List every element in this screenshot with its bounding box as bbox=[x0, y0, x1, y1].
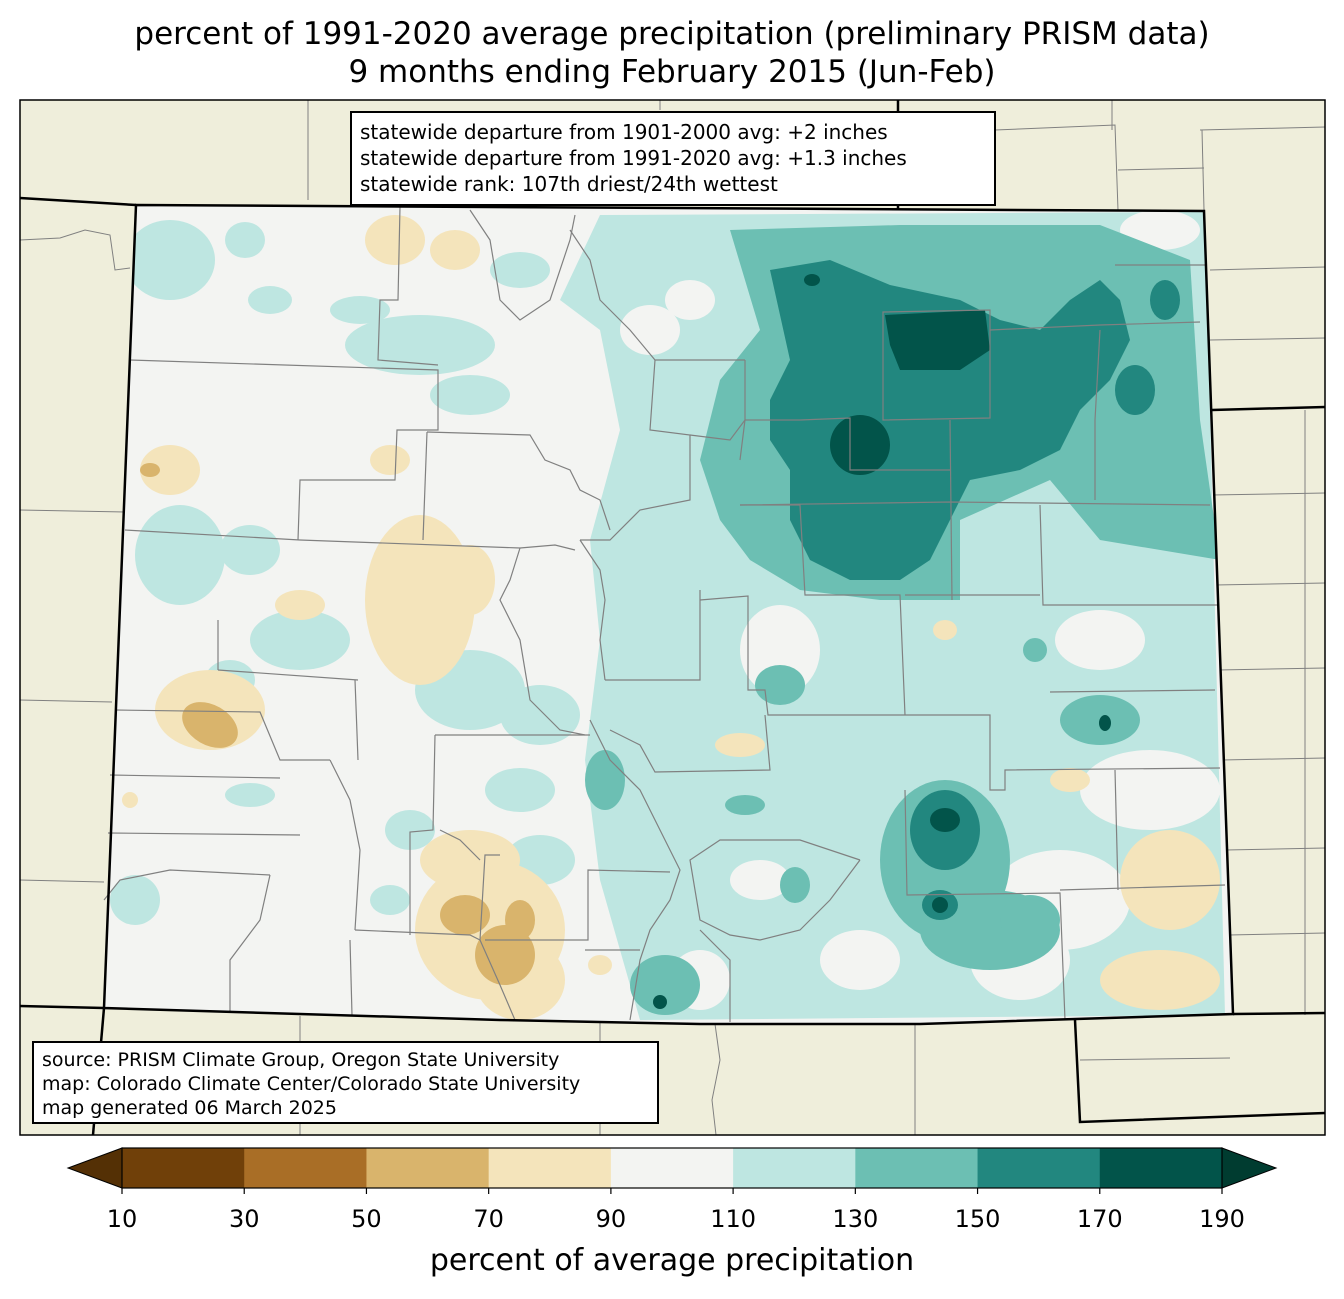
credit-map: map: Colorado Climate Center/Colorado St… bbox=[42, 1073, 581, 1095]
colorbar-tick-label: 190 bbox=[1199, 1205, 1245, 1233]
colorbar-tick-label: 90 bbox=[595, 1205, 627, 1233]
colorbar-segment bbox=[977, 1148, 1101, 1188]
stat-departure-1901-2000: statewide departure from 1901-2000 avg: … bbox=[360, 120, 888, 144]
map-subtitle: 9 months ending February 2015 (Jun-Feb) bbox=[348, 54, 996, 90]
statewide-stats-box: statewide departure from 1901-2000 avg: … bbox=[350, 111, 996, 206]
credit-generated: map generated 06 March 2025 bbox=[42, 1097, 337, 1119]
stat-rank: statewide rank: 107th driest/24th wettes… bbox=[360, 172, 778, 196]
colorbar-tick-label: 70 bbox=[473, 1205, 504, 1233]
county-lines bbox=[103, 206, 1226, 1022]
colorbar-segment bbox=[244, 1148, 367, 1188]
credits-box: source: PRISM Climate Group, Oregon Stat… bbox=[32, 1041, 659, 1124]
colorbar-tick-label: 110 bbox=[710, 1205, 757, 1233]
precipitation-field bbox=[104, 205, 1233, 1024]
colorbar-segment bbox=[366, 1148, 490, 1188]
colorbar-tick-label: 50 bbox=[351, 1205, 382, 1233]
colorbar-segment bbox=[733, 1148, 856, 1188]
colorbar-label: percent of average precipitation bbox=[429, 1243, 915, 1278]
colorbar-segment bbox=[122, 1148, 245, 1188]
colorbar-tick-label: 130 bbox=[832, 1205, 879, 1233]
colorbar-segment bbox=[610, 1148, 734, 1188]
colorbar-outline bbox=[121, 1147, 1223, 1189]
credit-source: source: PRISM Climate Group, Oregon Stat… bbox=[42, 1049, 560, 1071]
stat-departure-1991-2020: statewide departure from 1991-2020 avg: … bbox=[360, 146, 907, 170]
colorbar-tick-label: 150 bbox=[954, 1205, 1001, 1233]
colorbar-tick-label: 170 bbox=[1076, 1205, 1123, 1233]
colorbar-tick-label: 10 bbox=[106, 1205, 138, 1233]
colorbar-under-arrow bbox=[66, 1147, 123, 1189]
colorbar-segment bbox=[855, 1148, 979, 1188]
colorado-border bbox=[102, 203, 1235, 1026]
colorbar-segment bbox=[1099, 1148, 1223, 1188]
colorbar-tick-label: 30 bbox=[228, 1205, 260, 1233]
map-title: percent of 1991-2020 average precipitati… bbox=[134, 16, 1210, 52]
colorbar-tick-labels: 10 30 50 70 90 110 130 150 170 190 bbox=[0, 1205, 1344, 1235]
map-frame bbox=[19, 99, 1326, 1136]
colorbar bbox=[66, 1147, 1278, 1194]
colorbar-segment bbox=[488, 1148, 612, 1188]
band-170-190 bbox=[653, 274, 1111, 1009]
colorbar-over-arrow bbox=[1221, 1147, 1278, 1189]
